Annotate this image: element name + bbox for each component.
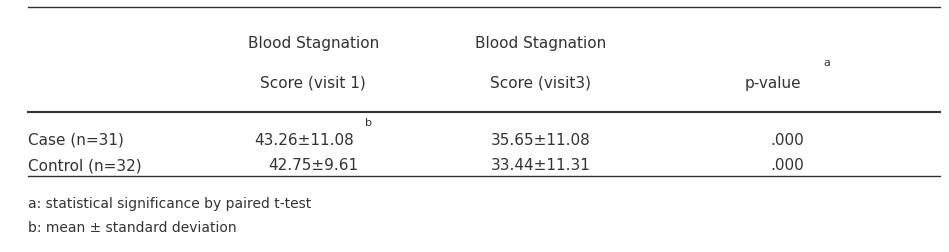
Text: 35.65±11.08: 35.65±11.08 (491, 132, 591, 147)
Text: b: b (365, 117, 372, 127)
Text: Score (visit3): Score (visit3) (491, 76, 591, 91)
Text: .000: .000 (771, 132, 805, 147)
Text: p-value: p-value (745, 76, 802, 91)
Text: Score (visit 1): Score (visit 1) (260, 76, 366, 91)
Text: Blood Stagnation: Blood Stagnation (248, 35, 379, 50)
Text: Case (n=31): Case (n=31) (28, 132, 124, 147)
Text: a: a (824, 58, 830, 68)
Text: 43.26±11.08: 43.26±11.08 (253, 132, 354, 147)
Text: a: statistical significance by paired t-test: a: statistical significance by paired t-… (28, 196, 311, 210)
Text: Blood Stagnation: Blood Stagnation (475, 35, 606, 50)
Text: b: mean ± standard deviation: b: mean ± standard deviation (28, 220, 237, 234)
Text: 42.75±9.61: 42.75±9.61 (269, 158, 358, 173)
Text: 33.44±11.31: 33.44±11.31 (491, 158, 591, 173)
Text: Control (n=32): Control (n=32) (28, 158, 142, 173)
Text: .000: .000 (771, 158, 805, 173)
